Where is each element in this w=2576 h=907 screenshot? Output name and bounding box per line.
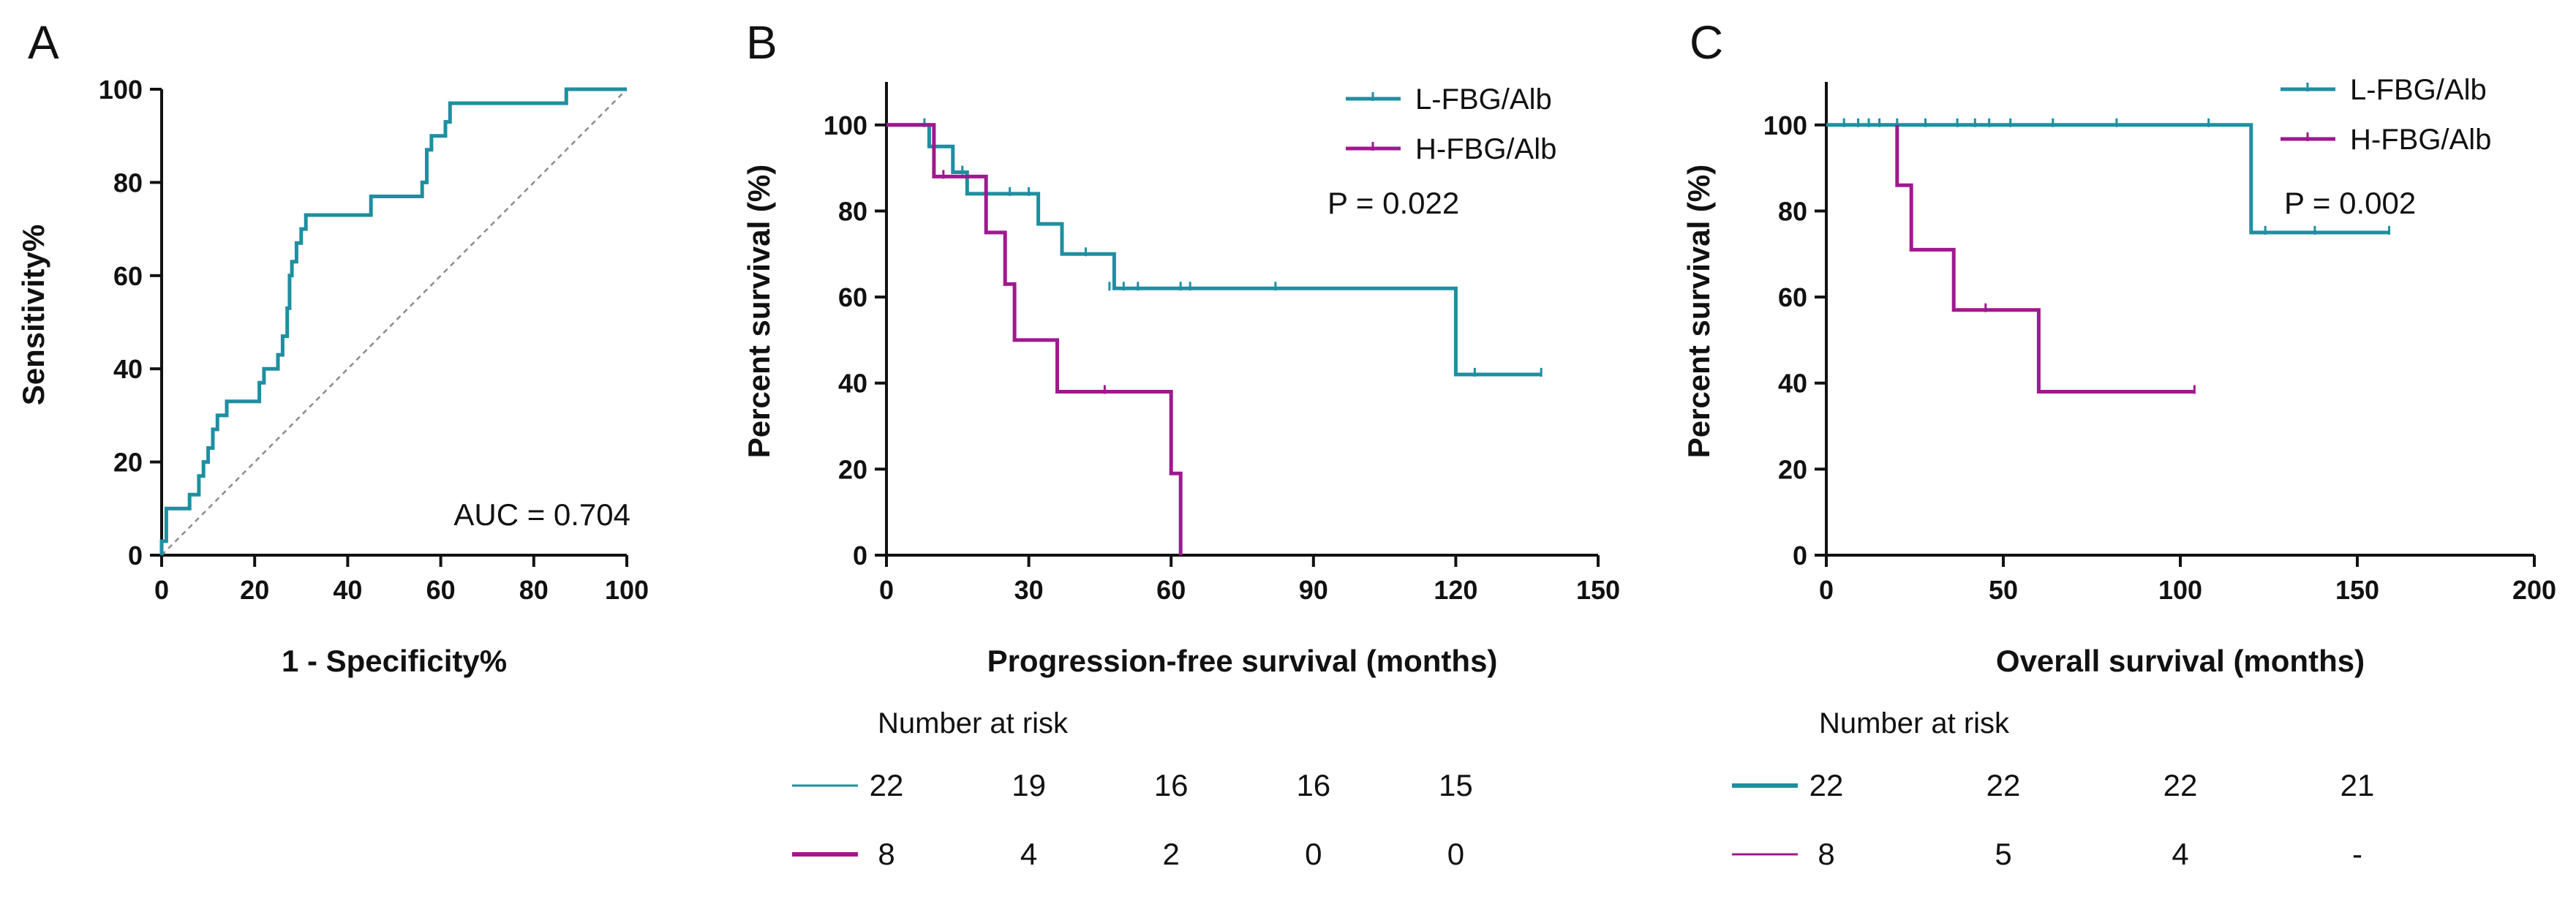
x-tick-label: 60 bbox=[1156, 575, 1186, 605]
y-tick-label: 0 bbox=[1793, 541, 1807, 571]
y-tick-label: 40 bbox=[838, 369, 867, 399]
risk-value: - bbox=[2352, 837, 2362, 871]
x-tick-label: 80 bbox=[519, 575, 549, 605]
y-tick-label: 40 bbox=[1778, 369, 1807, 399]
legend-label: H-FBG/Alb bbox=[1415, 133, 1556, 165]
x-tick-label: 200 bbox=[2512, 575, 2556, 605]
y-tick-label: 40 bbox=[113, 354, 143, 384]
y-tick-label: 20 bbox=[838, 454, 867, 484]
risk-value: 21 bbox=[2340, 768, 2375, 802]
series-line-H-FBG/Alb bbox=[886, 123, 1183, 555]
risk-value: 22 bbox=[1986, 768, 2021, 802]
y-tick-label: 80 bbox=[838, 196, 867, 226]
risk-value: 22 bbox=[2163, 768, 2198, 802]
y-tick-label: 0 bbox=[128, 541, 143, 571]
x-tick-label: 150 bbox=[1576, 575, 1620, 605]
y-tick-label: 60 bbox=[838, 282, 867, 312]
y-tick-label: 100 bbox=[99, 75, 143, 105]
series-line-H-FBG/Alb bbox=[1895, 124, 2195, 394]
x-tick-label: 30 bbox=[1014, 575, 1044, 605]
risk-value: 4 bbox=[1020, 837, 1037, 871]
x-tick-label: 150 bbox=[2335, 575, 2379, 605]
y-tick-label: 20 bbox=[113, 448, 143, 478]
y-tick-label: 20 bbox=[1778, 454, 1807, 484]
x-tick-label: 90 bbox=[1299, 575, 1328, 605]
panel-letter: C bbox=[1690, 16, 1723, 69]
risk-value: 8 bbox=[1818, 837, 1834, 871]
y-axis-title: Percent survival (%) bbox=[742, 165, 776, 459]
x-axis-title: Progression-free survival (months) bbox=[987, 644, 1498, 678]
y-tick-label: 100 bbox=[824, 110, 867, 140]
y-tick-label: 60 bbox=[1778, 282, 1807, 312]
x-tick-label: 50 bbox=[1989, 575, 2018, 605]
y-tick-label: 0 bbox=[853, 541, 867, 571]
x-tick-label: 0 bbox=[1819, 575, 1834, 605]
risk-value: 22 bbox=[1809, 768, 1844, 802]
risk-value: 19 bbox=[1012, 768, 1046, 802]
y-tick-label: 100 bbox=[1763, 110, 1807, 140]
panel-letter: B bbox=[746, 16, 777, 69]
series-line-L-FBG/Alb bbox=[1826, 123, 2389, 235]
x-tick-label: 100 bbox=[605, 575, 649, 605]
x-tick-label: 0 bbox=[879, 575, 894, 605]
risk-value: 0 bbox=[1447, 837, 1464, 871]
y-axis-title: Sensitivity% bbox=[16, 225, 50, 405]
risk-value: 8 bbox=[878, 837, 895, 871]
risk-value: 16 bbox=[1154, 768, 1189, 802]
y-tick-label: 80 bbox=[113, 168, 143, 197]
risk-value: 2 bbox=[1163, 837, 1180, 871]
panel-letter: A bbox=[28, 16, 59, 69]
panel-A: A 0 20 40 60 80 100 0 20 40 60 80 100 1 - Specificity… bbox=[16, 16, 649, 678]
risk-table-title: Number at risk bbox=[878, 707, 1069, 739]
risk-value: 16 bbox=[1296, 768, 1330, 802]
x-tick-label: 0 bbox=[154, 575, 169, 605]
annotation: P = 0.002 bbox=[2284, 186, 2416, 220]
legend-label: L-FBG/Alb bbox=[1415, 83, 1552, 116]
annotation: P = 0.022 bbox=[1327, 186, 1459, 220]
risk-value: 5 bbox=[1995, 837, 2011, 871]
risk-value: 22 bbox=[870, 768, 904, 802]
series-line-ROC bbox=[159, 87, 627, 555]
x-tick-label: 120 bbox=[1434, 575, 1477, 605]
y-tick-label: 80 bbox=[1778, 196, 1807, 226]
series-line-L-FBG/Alb bbox=[886, 123, 1542, 377]
panel-C: C 0 20 40 60 80 100 0 50 100 150 200 Overall surviva… bbox=[1681, 16, 2556, 871]
risk-value: 15 bbox=[1439, 768, 1473, 802]
legend-label: L-FBG/Alb bbox=[2350, 74, 2487, 106]
legend-label: H-FBG/Alb bbox=[2350, 124, 2491, 156]
annotation: AUC = 0.704 bbox=[453, 497, 630, 532]
x-tick-label: 100 bbox=[2158, 575, 2202, 605]
x-tick-label: 20 bbox=[240, 575, 269, 605]
risk-table-title: Number at risk bbox=[1819, 707, 2010, 739]
risk-value: 4 bbox=[2172, 837, 2188, 871]
x-tick-label: 40 bbox=[333, 575, 362, 605]
x-tick-label: 60 bbox=[426, 575, 456, 605]
y-tick-label: 60 bbox=[113, 261, 143, 291]
x-axis-title: Overall survival (months) bbox=[1996, 644, 2365, 678]
y-axis-title: Percent survival (%) bbox=[1681, 165, 1716, 459]
risk-value: 0 bbox=[1305, 837, 1322, 871]
x-axis-title: 1 - Specificity% bbox=[282, 644, 507, 678]
reference-diagonal bbox=[161, 89, 628, 556]
